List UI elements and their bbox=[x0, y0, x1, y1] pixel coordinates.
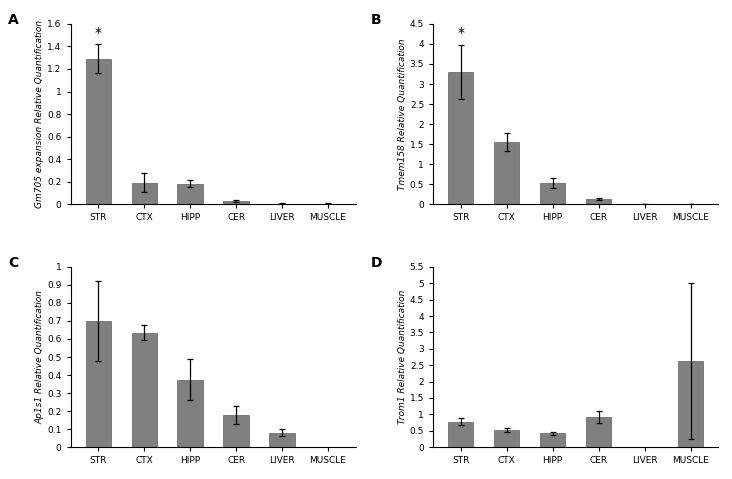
Bar bbox=[494, 430, 519, 447]
Y-axis label: Trom1 Relative Quantification: Trom1 Relative Quantification bbox=[398, 290, 407, 424]
Bar bbox=[448, 422, 474, 447]
Text: B: B bbox=[370, 13, 381, 27]
Bar bbox=[223, 201, 249, 204]
Text: C: C bbox=[8, 256, 18, 270]
Bar bbox=[448, 72, 474, 204]
Bar bbox=[540, 183, 565, 204]
Bar bbox=[678, 361, 703, 447]
Bar bbox=[86, 59, 111, 204]
Text: D: D bbox=[370, 256, 382, 270]
Bar bbox=[132, 182, 157, 204]
Y-axis label: Ap1s1 Relative Quantification: Ap1s1 Relative Quantification bbox=[35, 290, 45, 424]
Text: *: * bbox=[94, 26, 102, 40]
Bar bbox=[586, 199, 611, 204]
Bar bbox=[494, 142, 519, 204]
Bar bbox=[223, 415, 249, 447]
Bar bbox=[177, 379, 203, 447]
Bar bbox=[86, 321, 111, 447]
Bar bbox=[540, 433, 565, 447]
Text: *: * bbox=[458, 26, 464, 40]
Bar bbox=[132, 333, 157, 447]
Bar bbox=[586, 417, 611, 447]
Y-axis label: Tmem158 Relative Quantification: Tmem158 Relative Quantification bbox=[398, 38, 407, 190]
Bar bbox=[269, 433, 295, 447]
Bar bbox=[177, 184, 203, 204]
Text: A: A bbox=[8, 13, 19, 27]
Y-axis label: Gm705 expansion Relative Quantification: Gm705 expansion Relative Quantification bbox=[35, 20, 45, 208]
